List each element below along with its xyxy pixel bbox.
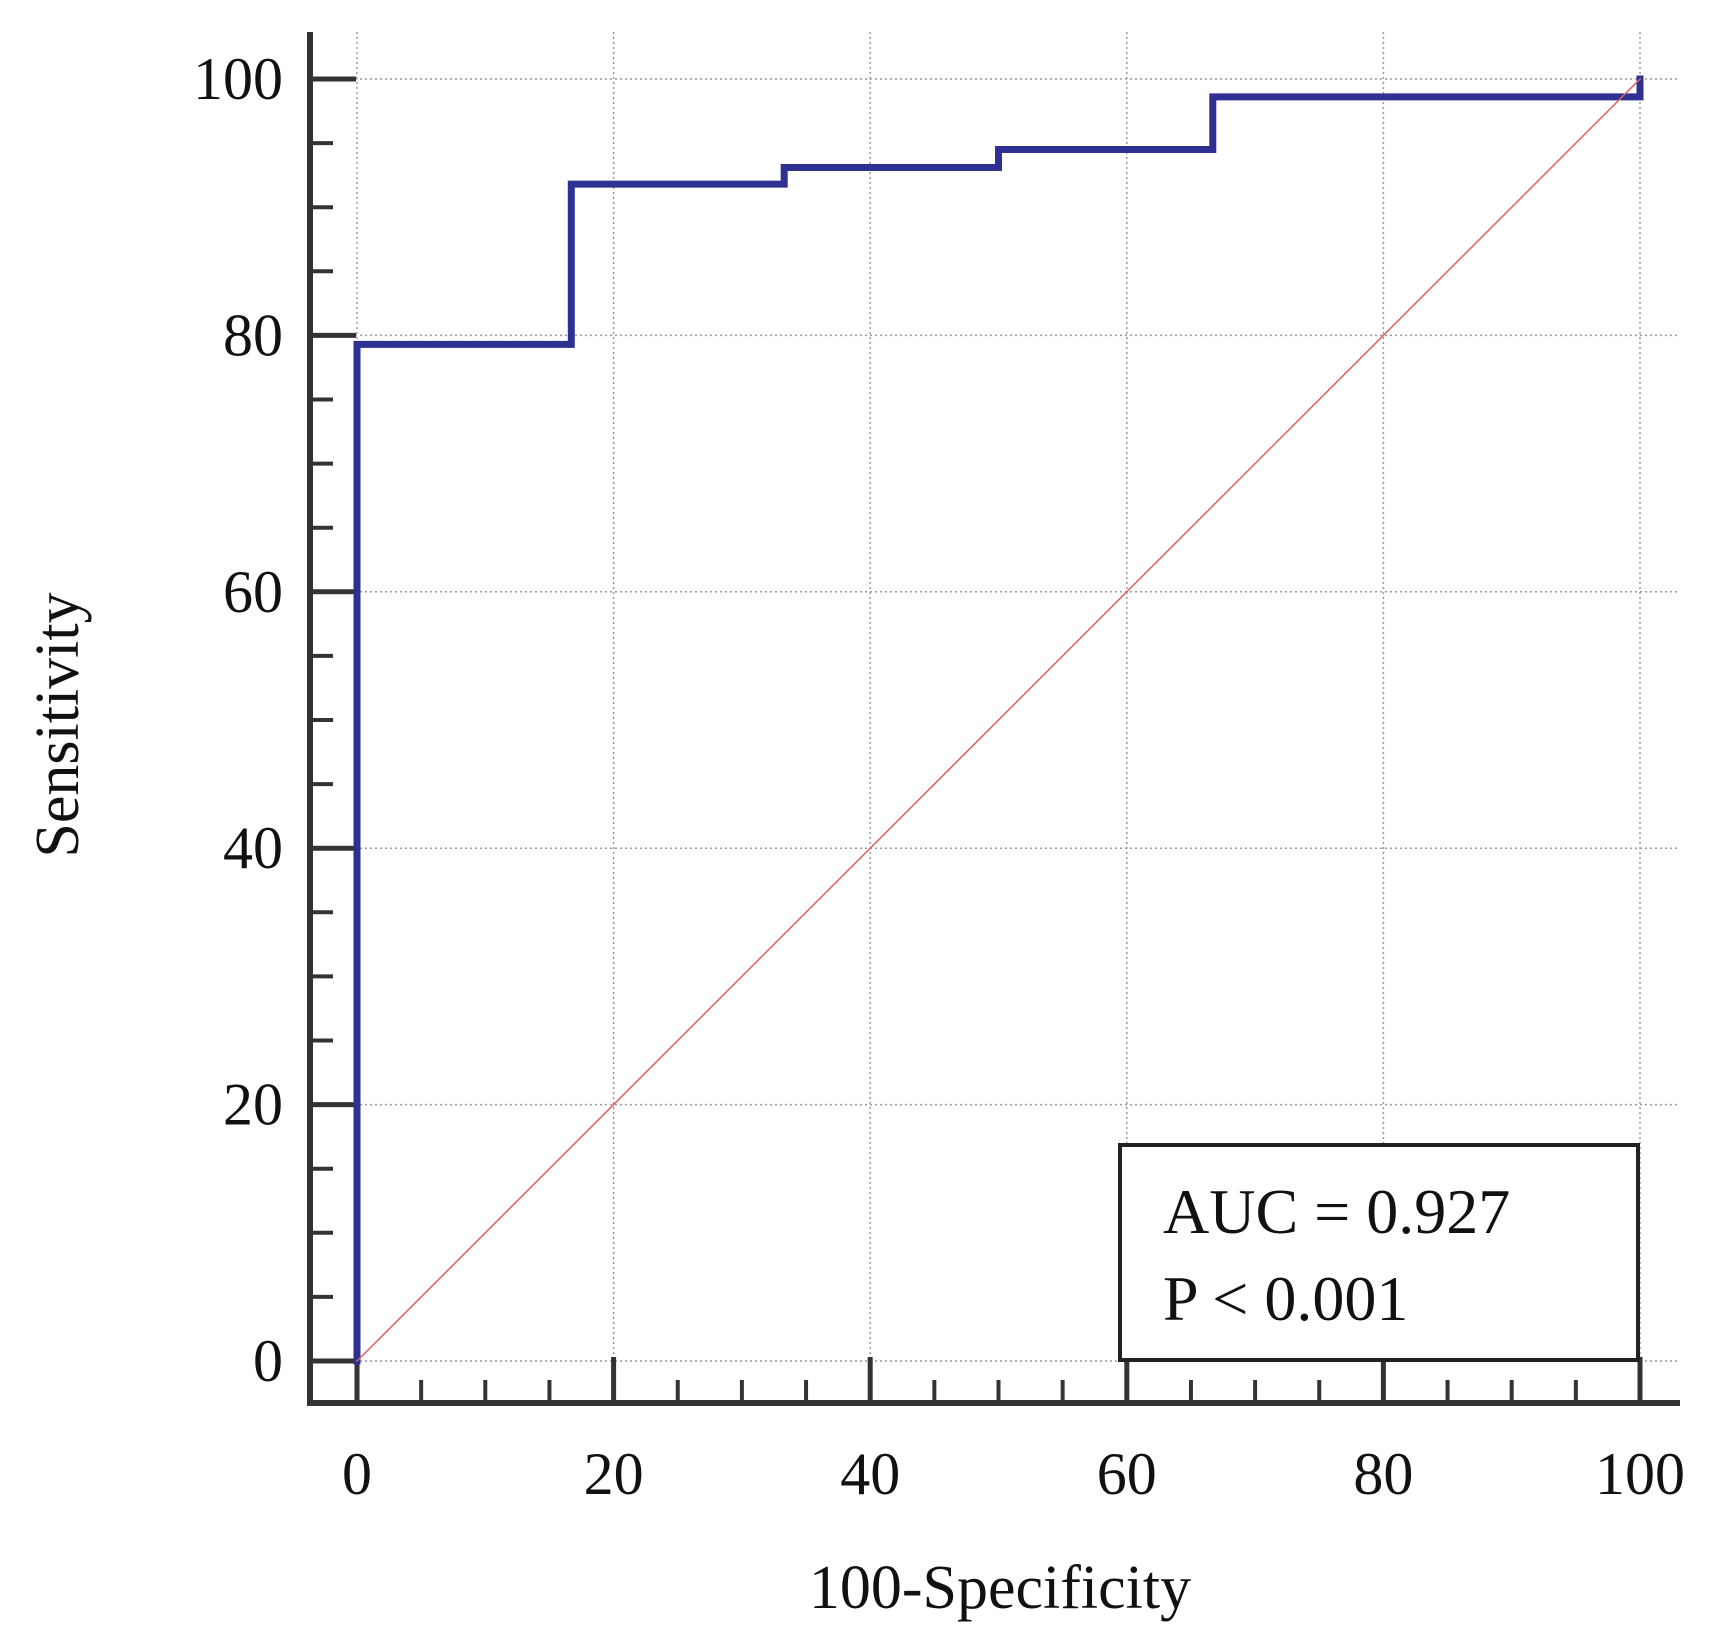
- x-axis-title: 100-Specificity: [809, 1554, 1191, 1622]
- x-tick-label-80: 80: [1353, 1441, 1413, 1507]
- tick-marks: [310, 76, 1643, 1403]
- roc-curve-line: [353, 75, 1644, 1365]
- y-axis-title: Sensitivity: [24, 592, 92, 857]
- y-tick-label-60: 60: [223, 559, 283, 625]
- x-tick-label-40: 40: [840, 1441, 900, 1507]
- x-tick-label-0: 0: [342, 1441, 372, 1507]
- p-value-label: P < 0.001: [1163, 1263, 1408, 1334]
- x-tick-label-20: 20: [584, 1441, 644, 1507]
- reference-diagonal-line: [355, 77, 1642, 1363]
- annotation-frame: [1118, 1143, 1640, 1362]
- x-tick-label-100: 100: [1595, 1441, 1685, 1507]
- y-tick-label-20: 20: [223, 1072, 283, 1138]
- x-tick-label-60: 60: [1097, 1441, 1157, 1507]
- y-tick-label-40: 40: [223, 815, 283, 881]
- series-group: [353, 75, 1644, 1365]
- y-tick-label-100: 100: [193, 46, 283, 112]
- tick-labels: 0 20 40 60 80 100 0 20 40 60 80 100: [193, 46, 1685, 1507]
- auc-label: AUC = 0.927: [1163, 1176, 1510, 1247]
- y-tick-label-0: 0: [253, 1328, 283, 1394]
- y-tick-label-80: 80: [223, 302, 283, 368]
- grid-lines: [310, 32, 1680, 1362]
- annotation-box: AUC = 0.927 P < 0.001: [1118, 1143, 1640, 1362]
